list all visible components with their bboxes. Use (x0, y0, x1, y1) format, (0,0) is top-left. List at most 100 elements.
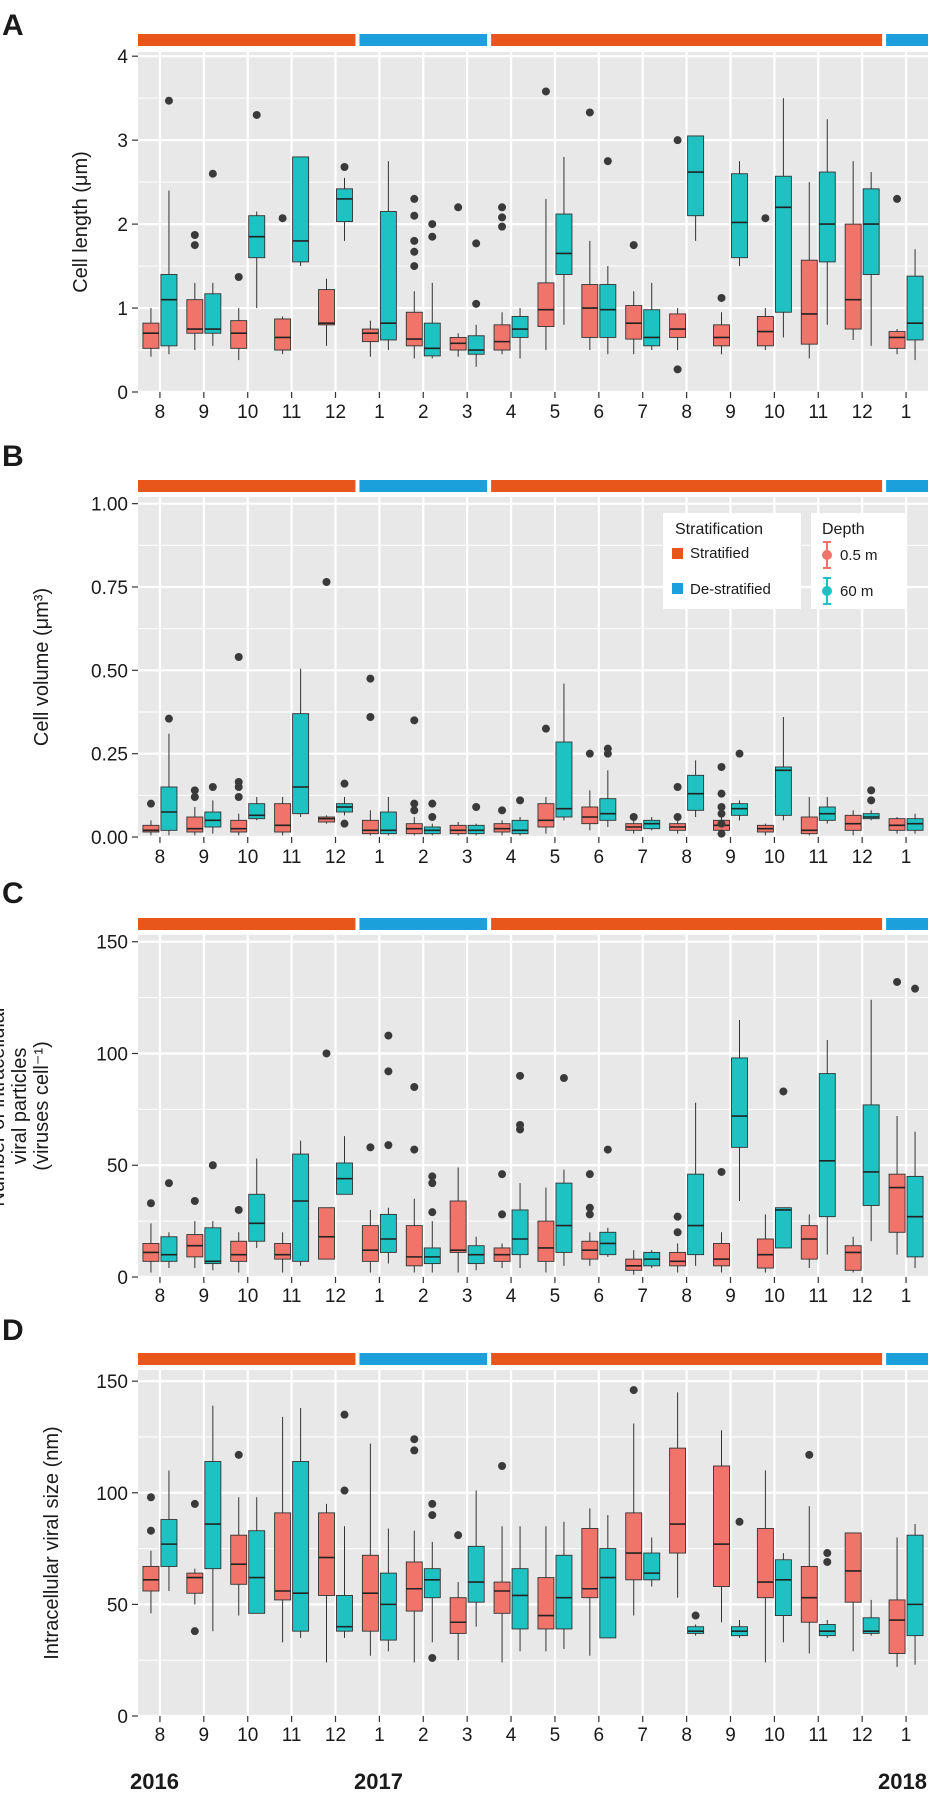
box-iqr (467, 824, 485, 835)
outlier-point (366, 1143, 375, 1152)
box-surface-1 (888, 817, 906, 834)
box-deep-5 (555, 156, 573, 325)
box-iqr (274, 1243, 292, 1260)
box-iqr (731, 1057, 748, 1148)
outlier-point (541, 87, 550, 96)
panel-letter: C (2, 877, 24, 910)
box-iqr (906, 818, 924, 831)
outlier-point (278, 214, 287, 223)
box-deep-6 (599, 1145, 617, 1257)
outlier-point (585, 1203, 594, 1212)
outlier-point (541, 724, 550, 733)
box-iqr (818, 171, 836, 263)
outlier-point (585, 1210, 594, 1219)
x-tick-label: 11 (808, 1286, 828, 1307)
outlier-point (673, 365, 682, 374)
box-deep-1 (906, 813, 924, 834)
outlier-point (410, 1083, 419, 1091)
box-surface-1 (361, 1443, 379, 1656)
box-surface-11 (274, 797, 292, 836)
stratification-bar-destratified (886, 1353, 928, 1365)
box-deep-12 (336, 1136, 353, 1195)
box-iqr (292, 1153, 310, 1262)
x-tick-label: 8 (155, 1725, 166, 1746)
outlier-point (472, 803, 481, 811)
x-tick-label: 8 (681, 1286, 692, 1307)
box-iqr (599, 798, 617, 821)
box-surface-11 (800, 182, 818, 359)
box-surface-9 (713, 763, 730, 838)
legend-depth-title: Depth (822, 521, 865, 538)
x-tick-label: 11 (808, 402, 828, 423)
outlier-point (428, 1179, 437, 1188)
x-tick-label: 12 (852, 1725, 873, 1746)
box-iqr (643, 819, 661, 830)
outlier-point (603, 157, 612, 166)
box-iqr (844, 1245, 862, 1271)
x-tick-label: 10 (237, 402, 258, 423)
box-deep-7 (643, 817, 661, 831)
box-surface-10 (230, 272, 248, 361)
box-surface-7 (625, 1386, 643, 1616)
outlier-point (146, 799, 155, 808)
outlier-point (516, 796, 525, 805)
outlier-point (823, 1549, 832, 1558)
x-tick-label: 5 (550, 1725, 561, 1746)
box-iqr (405, 1561, 423, 1612)
box-iqr (379, 1213, 397, 1253)
box-deep-11 (818, 1040, 836, 1255)
box-surface-10 (756, 1214, 774, 1273)
x-tick-label: 12 (852, 847, 873, 868)
box-iqr (160, 1519, 178, 1567)
box-iqr (274, 1512, 292, 1601)
outlier-point (673, 813, 682, 821)
box-iqr (511, 1209, 529, 1256)
outlier-point (823, 1557, 832, 1566)
x-tick-label: 9 (199, 1725, 210, 1746)
outlier-point (190, 241, 199, 250)
year-labels: 2016 2017 2018 (130, 1769, 927, 1794)
outlier-point (322, 578, 331, 586)
box-iqr (230, 819, 248, 833)
box-iqr (449, 1597, 467, 1634)
outlier-point (410, 716, 419, 725)
box-surface-3 (449, 203, 467, 357)
x-tick-label: 7 (637, 1286, 648, 1307)
x-tick-label: 10 (764, 847, 785, 868)
outlier-point (717, 763, 726, 771)
outlier-point (516, 1121, 525, 1129)
box-surface-9 (713, 1430, 730, 1623)
box-iqr (625, 305, 643, 340)
box-iqr (142, 1565, 160, 1592)
x-tick-label: 9 (199, 1286, 210, 1307)
outlier-point (208, 169, 217, 178)
outlier-point (322, 1049, 331, 1058)
box-surface-4 (493, 203, 511, 355)
outlier-point (498, 213, 507, 222)
box-deep-1 (379, 1528, 397, 1652)
box-deep-9 (204, 1161, 222, 1271)
legend-depth-60-swatch (822, 586, 832, 596)
year-label-2017: 2017 (354, 1769, 403, 1794)
box-iqr (888, 1599, 906, 1654)
box-deep-7 (643, 282, 661, 351)
box-surface-6 (581, 749, 599, 831)
x-tick-label: 11 (808, 847, 828, 868)
box-surface-11 (800, 1214, 818, 1269)
outlier-point (428, 1499, 437, 1508)
legend-depth-05-label: 0.5 m (840, 547, 878, 564)
box-surface-2 (405, 1435, 423, 1663)
legend-depth-60-label: 60 m (840, 583, 873, 600)
outlier-point (234, 653, 243, 661)
y-axis-label-line: Cell length (μm) (70, 151, 92, 293)
outlier-point (234, 1205, 243, 1214)
x-tick-label: 7 (637, 847, 648, 868)
x-tick-label: 4 (506, 847, 517, 868)
outlier-point (673, 1228, 682, 1237)
box-iqr (800, 816, 818, 835)
y-tick-label: 0 (117, 1268, 128, 1289)
box-surface-4 (493, 1170, 511, 1269)
box-deep-5 (555, 1521, 573, 1650)
